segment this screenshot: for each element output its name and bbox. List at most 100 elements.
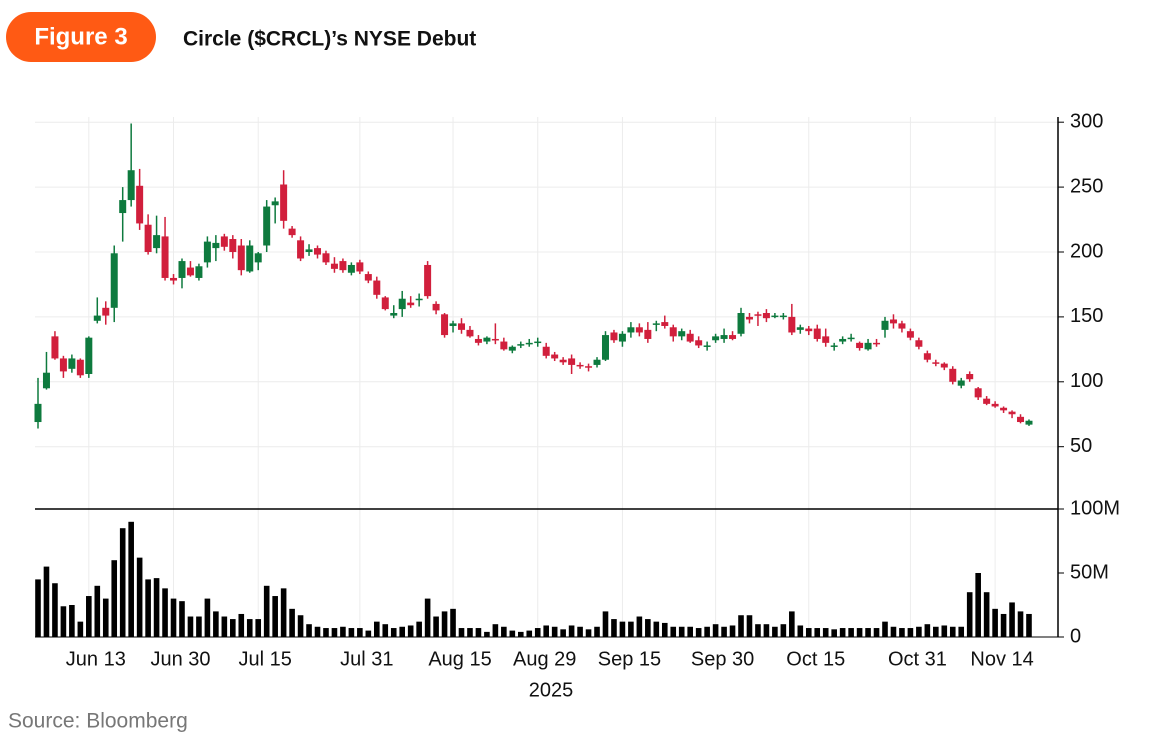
candle-body [136,185,144,224]
volume-bar [975,573,981,637]
volume-bar [695,628,702,637]
candle-body [974,388,982,398]
volume-bar [162,588,168,637]
volume-bar [1026,613,1032,637]
candle-body [314,248,322,255]
candle-body [576,364,584,367]
volume-bar [958,626,965,637]
candle-body [678,331,686,337]
volume-bar [458,628,465,637]
volume-bar [789,611,795,637]
candle-body [288,228,296,236]
candle-body [788,316,796,333]
candle-body [474,338,482,343]
volume-bar [949,626,956,637]
volume-bar [678,626,685,637]
volume-bar [289,608,295,637]
candle-body [441,314,449,336]
candle-body [745,316,753,320]
candle-body [534,341,542,344]
volume-bar [543,625,549,637]
y-tick-label: 50 [1070,435,1092,457]
volume-bar [272,596,278,637]
volume-bar [780,624,787,637]
candle-body [458,323,465,330]
volume-bar [729,625,736,637]
candle-body [212,242,220,249]
candle-body [864,342,872,350]
y2-tick-label: 0 [1070,625,1081,647]
volume-bar [145,579,151,637]
volume-bar [1017,611,1024,637]
candle-body [59,358,67,372]
candle-body [508,346,516,351]
candle-body [170,277,178,281]
candle-body [161,236,169,278]
y-tick-label: 200 [1070,240,1103,262]
candle-body [415,298,423,301]
volume-bar [661,622,668,637]
volume-bar [839,628,846,637]
candle-body [627,327,635,333]
candle-body [220,236,228,247]
candle-body [364,274,372,281]
candle-body [644,329,652,339]
volume-bar [526,630,533,637]
candle-body [178,261,186,278]
candle-body [551,354,559,359]
candle-body [906,331,914,338]
volume-bar [585,629,592,637]
x-tick-label: Jul 15 [239,648,292,670]
volume-bar [551,626,558,637]
candle-body [712,336,720,341]
candle-body [432,303,440,311]
x-tick-label: Sep 30 [691,648,754,670]
candle-body [949,368,957,382]
candle-body [144,224,152,252]
volume-bar [238,613,245,637]
volume-bar [136,557,143,637]
volume-bar [687,626,693,637]
candle-body [856,342,864,349]
candle-body [254,253,262,263]
candle-body [601,335,609,360]
volume-bar [865,628,871,637]
candle-body [525,342,533,345]
candle-body [110,253,118,308]
candle-body [847,337,855,340]
volume-bar [670,626,677,637]
y-tick-label: 100 [1070,370,1103,392]
volume-bar [916,626,922,637]
volume-bar [314,626,321,637]
volume-bar [128,521,134,637]
volume-bar [653,621,660,637]
x-tick-label: Jun 13 [66,648,126,670]
y2-tick-label: 50M [1070,561,1109,583]
candle-body [373,280,381,295]
x-tick-label: Oct 15 [786,648,845,670]
volume-bar [890,626,897,637]
candle-body [737,313,745,334]
x-tick-label: Sep 15 [598,648,661,670]
candle-body [491,338,499,341]
candle-body [822,336,830,343]
volume-bar [933,626,939,637]
volume-bar [467,628,473,637]
candle-body [356,262,364,272]
candle-body [229,239,237,252]
candle-body [940,363,948,368]
candle-body [703,345,711,347]
volume-bar [374,621,380,637]
volume-bar [297,615,304,637]
volume-bar [983,592,990,637]
candle-body [51,336,59,359]
volume-bar [416,621,422,637]
volume-bar [856,628,863,637]
volume-bar [501,626,507,637]
volume-bar [509,630,516,637]
volume-bar [382,624,389,637]
volume-bar [755,624,761,637]
volume-bar [221,616,228,637]
volume-bar [822,628,829,637]
candle-body [424,264,432,297]
